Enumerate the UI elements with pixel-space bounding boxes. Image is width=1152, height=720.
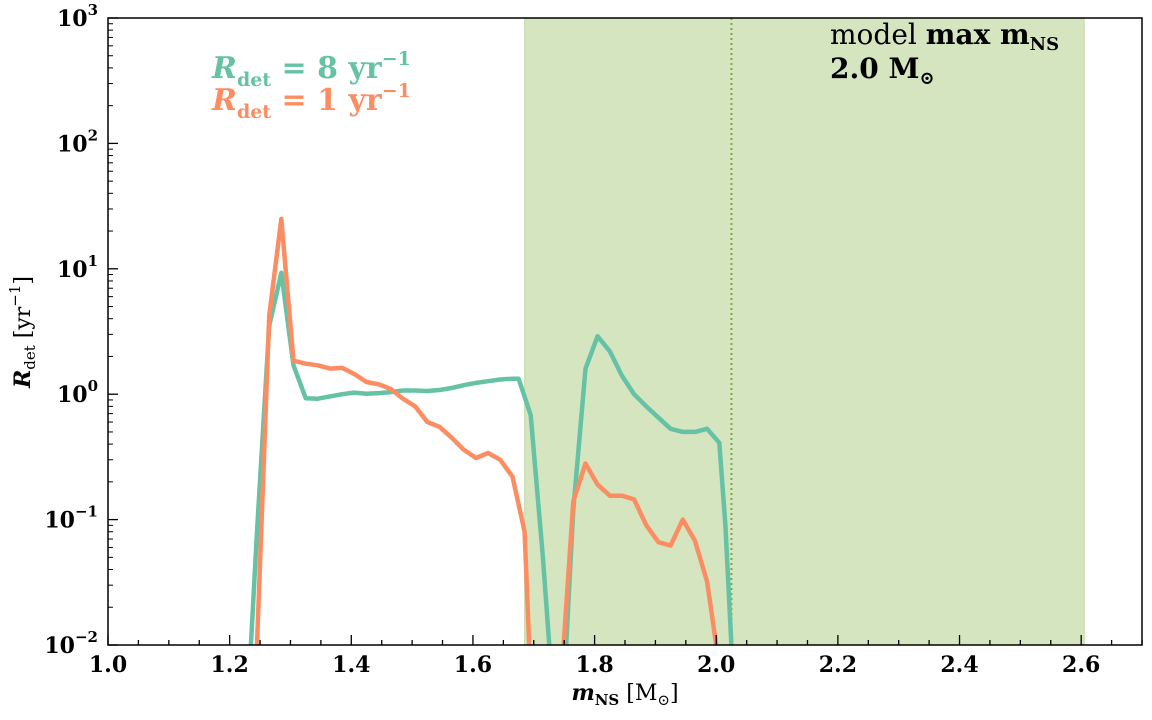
x-tick-label: 2.6	[1062, 652, 1100, 678]
x-tick-label: 1.8	[575, 652, 613, 678]
model-annotation: model max mNS 2.0 M⊙	[830, 18, 1059, 89]
series-layer	[248, 216, 734, 645]
annotation-line-1: model max mNS	[830, 18, 1059, 55]
legend-entry-8: Rdet = 8 yr−1	[211, 48, 411, 91]
y-tick-label: 103	[57, 1, 98, 32]
y-tick-label: 102	[57, 126, 98, 157]
legend: Rdet = 8 yr−1 Rdet = 1 yr−1	[211, 48, 411, 123]
x-tick-label: 2.2	[819, 652, 857, 678]
x-tick-label: 1.4	[332, 652, 370, 678]
shaded-region-layer	[524, 18, 1085, 645]
x-tick-label: 2.4	[940, 652, 978, 678]
x-tick-label: 1.2	[211, 652, 249, 678]
series-line-1	[254, 216, 719, 645]
annotation-line-2: 2.0 M⊙	[830, 52, 935, 89]
x-tick-label: 1.6	[454, 652, 492, 678]
legend-entry-1: Rdet = 1 yr−1	[211, 80, 411, 123]
x-tick-label: 2.0	[697, 652, 735, 678]
label-layer: 1.0 1.2 1.4 1.6 1.8 2.0 2.2 2.4 2.6 103 102 101 100 1…	[44, 1, 1100, 678]
x-axis-label: mNS [M⊙]	[571, 680, 678, 709]
y-tick-label: 101	[57, 252, 98, 283]
tick-layer	[107, 17, 1143, 646]
x-tick-label: 1.0	[89, 652, 127, 678]
y-tick-label: 10−2	[44, 628, 98, 659]
y-tick-label: 10−1	[44, 503, 98, 534]
series-line-0	[248, 270, 734, 645]
shaded-region	[524, 18, 1085, 645]
y-axis-label: Rdet [yr−1]	[6, 276, 39, 389]
y-tick-label: 100	[57, 377, 98, 408]
